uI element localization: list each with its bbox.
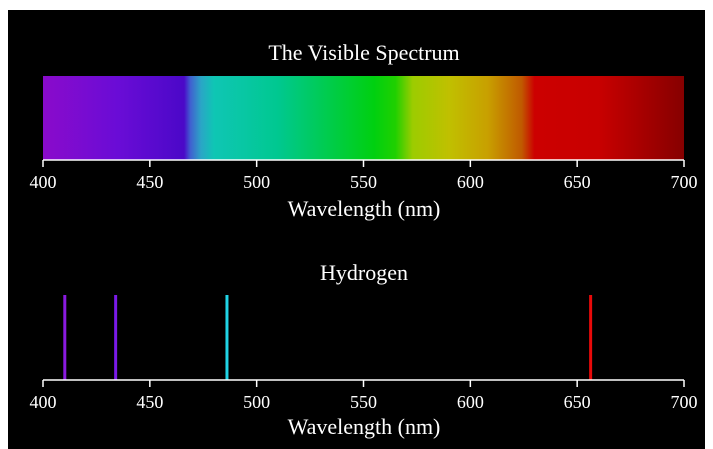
visible-spectrum-tick-label: 550: [350, 172, 377, 192]
hydrogen-ticks: 400 450 500 550 600 650 700: [30, 380, 698, 412]
hydrogen-tick-label: 400: [30, 392, 57, 412]
visible-spectrum-ticks: 400 450 500 550 600 650 700: [30, 160, 698, 192]
spectrum-figure: The Visible Spectrum 400 450 500 550 600 650 7…: [30, 40, 698, 439]
visible-spectrum-tick-label: 600: [457, 172, 484, 192]
spectrum-gradient-bar: [43, 76, 684, 160]
spectrum-panel: The Visible Spectrum 400 450 500 550 600 650 7…: [8, 10, 705, 449]
visible-spectrum-x-label: Wavelength (nm): [288, 196, 441, 221]
visible-spectrum-tick-label: 700: [671, 172, 698, 192]
hydrogen-tick-label: 600: [457, 392, 484, 412]
hydrogen-tick-label: 550: [350, 392, 377, 412]
visible-spectrum-tick-label: 650: [564, 172, 591, 192]
hydrogen-tick-label: 500: [243, 392, 270, 412]
visible-spectrum-tick-label: 500: [243, 172, 270, 192]
hydrogen-title: Hydrogen: [320, 260, 408, 285]
visible-spectrum-tick-label: 450: [136, 172, 163, 192]
hydrogen-emission-lines: [63, 295, 593, 380]
hydrogen-tick-label: 650: [564, 392, 591, 412]
visible-spectrum-chart: The Visible Spectrum 400 450 500 550 600 650 7…: [30, 40, 698, 221]
hydrogen-x-label: Wavelength (nm): [288, 414, 441, 439]
hydrogen-chart: Hydrogen 400 450 500 550 600 650 700 Wavelengt…: [30, 260, 698, 439]
visible-spectrum-title: The Visible Spectrum: [268, 40, 459, 65]
visible-spectrum-tick-label: 400: [30, 172, 57, 192]
hydrogen-tick-label: 450: [136, 392, 163, 412]
hydrogen-tick-label: 700: [671, 392, 698, 412]
